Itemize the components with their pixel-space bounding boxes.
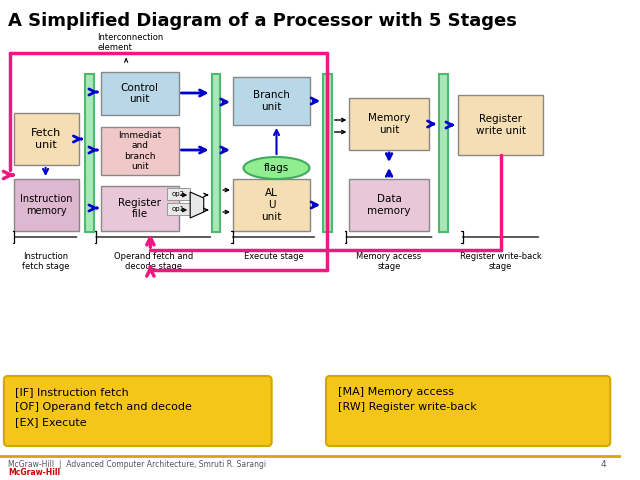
FancyBboxPatch shape bbox=[211, 74, 220, 232]
Text: Instruction
fetch stage: Instruction fetch stage bbox=[22, 252, 69, 271]
Text: Data
memory: Data memory bbox=[367, 194, 411, 216]
FancyBboxPatch shape bbox=[233, 77, 310, 125]
FancyBboxPatch shape bbox=[233, 179, 310, 231]
FancyBboxPatch shape bbox=[13, 179, 79, 231]
Text: [IF] Instruction fetch
[OF] Operand fetch and decode
[EX] Execute: [IF] Instruction fetch [OF] Operand fetc… bbox=[15, 387, 191, 427]
FancyBboxPatch shape bbox=[4, 376, 271, 446]
FancyBboxPatch shape bbox=[349, 98, 429, 150]
Text: Immediat
and
branch
unit: Immediat and branch unit bbox=[118, 131, 161, 171]
FancyBboxPatch shape bbox=[101, 186, 179, 231]
Text: Memory access
stage: Memory access stage bbox=[356, 252, 422, 271]
Ellipse shape bbox=[243, 157, 310, 179]
Text: Fetch
unit: Fetch unit bbox=[31, 128, 61, 150]
Text: Register write-back
stage: Register write-back stage bbox=[460, 252, 541, 271]
Text: Register
file: Register file bbox=[118, 198, 161, 219]
Text: AL
U
unit: AL U unit bbox=[262, 188, 282, 222]
Text: Register
write unit: Register write unit bbox=[476, 114, 525, 136]
Text: Operand fetch and
decode stage: Operand fetch and decode stage bbox=[114, 252, 193, 271]
Text: A Simplified Diagram of a Processor with 5 Stages: A Simplified Diagram of a Processor with… bbox=[8, 12, 516, 30]
FancyBboxPatch shape bbox=[167, 188, 190, 200]
Text: [MA] Memory access
[RW] Register write-back: [MA] Memory access [RW] Register write-b… bbox=[338, 387, 476, 412]
Text: McGraw-Hill  |  Advanced Computer Architecture, Smruti R. Sarangi: McGraw-Hill | Advanced Computer Architec… bbox=[8, 460, 266, 469]
Text: Branch
unit: Branch unit bbox=[253, 90, 290, 112]
Text: 4: 4 bbox=[601, 460, 606, 469]
FancyBboxPatch shape bbox=[13, 113, 79, 165]
FancyBboxPatch shape bbox=[326, 376, 611, 446]
FancyBboxPatch shape bbox=[101, 72, 179, 115]
Text: op1: op1 bbox=[172, 206, 185, 212]
Text: Memory
unit: Memory unit bbox=[368, 113, 410, 135]
Text: op2: op2 bbox=[172, 191, 185, 197]
FancyBboxPatch shape bbox=[101, 127, 179, 175]
Polygon shape bbox=[190, 192, 204, 218]
FancyBboxPatch shape bbox=[440, 74, 448, 232]
FancyBboxPatch shape bbox=[458, 95, 543, 155]
Text: Control
unit: Control unit bbox=[121, 83, 159, 104]
FancyBboxPatch shape bbox=[323, 74, 332, 232]
Text: Instruction
memory: Instruction memory bbox=[20, 194, 72, 216]
Text: Interconnection
element: Interconnection element bbox=[97, 33, 163, 52]
Text: Execute stage: Execute stage bbox=[244, 252, 303, 261]
FancyBboxPatch shape bbox=[85, 74, 94, 232]
Text: flags: flags bbox=[264, 163, 289, 173]
FancyBboxPatch shape bbox=[349, 179, 429, 231]
Text: McGraw-Hill: McGraw-Hill bbox=[8, 468, 60, 477]
FancyBboxPatch shape bbox=[167, 203, 190, 215]
